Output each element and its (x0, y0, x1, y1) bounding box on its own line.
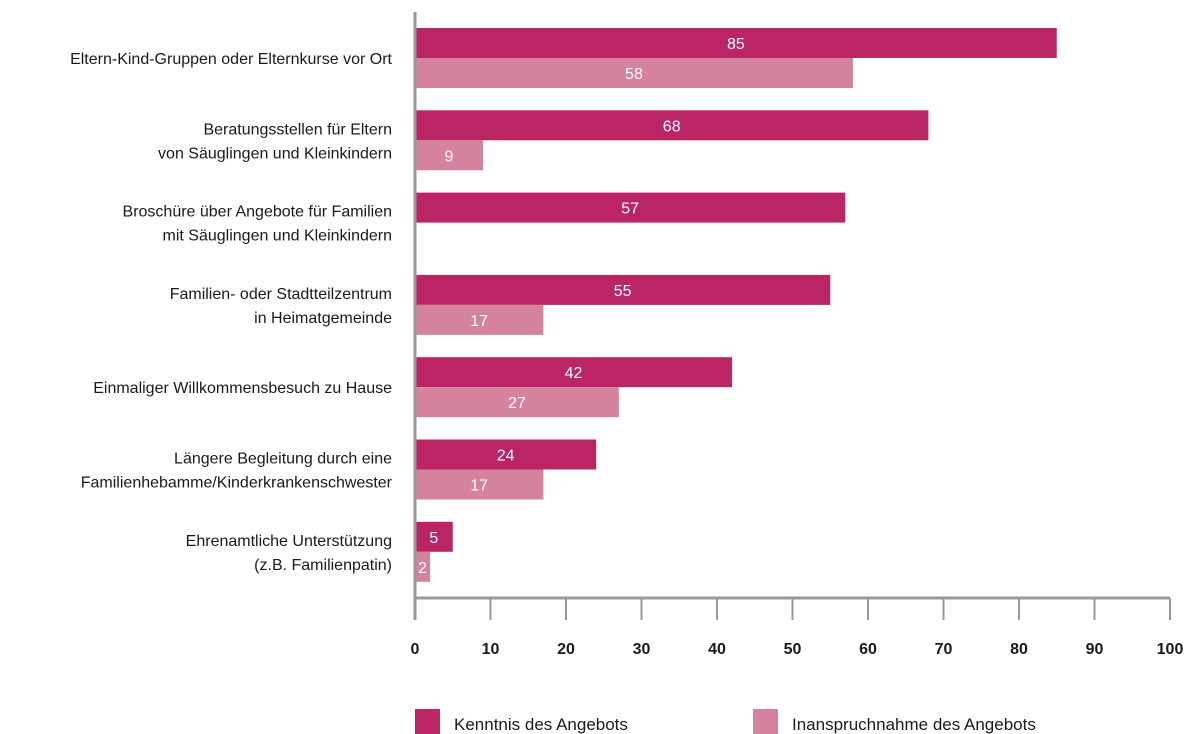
x-tick-label: 50 (784, 641, 802, 658)
x-tick-label: 100 (1157, 641, 1184, 658)
legend-swatch (415, 709, 440, 734)
legend-label: Inanspruchnahme des Angebots (792, 715, 1036, 734)
bar-inanspruchnahme (415, 469, 544, 500)
category-label: (z.B. Familienpatin) (254, 557, 392, 574)
legend: Kenntnis des Angebots Inanspruchnahme des… (415, 709, 1036, 734)
bar-inanspruchnahme (415, 304, 544, 335)
x-tick-label: 80 (1010, 641, 1028, 658)
data-label: 55 (614, 283, 632, 300)
x-tick-label: 20 (557, 641, 575, 658)
category-label: Eltern-Kind-Gruppen oder Elternkurse vor… (70, 51, 392, 68)
data-label: 2 (418, 560, 427, 577)
bar-kenntnis (415, 521, 453, 552)
category-labels: Eltern-Kind-Gruppen oder Elternkurse vor… (70, 51, 393, 574)
bar-kenntnis (415, 110, 929, 141)
category-label: Einmaliger Willkommensbesuch zu Hause (93, 380, 392, 397)
bar-inanspruchnahme (415, 387, 619, 418)
data-label: 42 (565, 365, 583, 382)
category-label: Broschüre über Angebote für Familien (123, 204, 392, 221)
category-label: Familienhebamme/Kinderkrankenschwester (81, 475, 393, 492)
bar-kenntnis (415, 439, 597, 470)
category-label: Familien- oder Stadtteilzentrum (170, 286, 392, 303)
bar-kenntnis (415, 192, 846, 223)
bar-kenntnis (415, 274, 831, 305)
data-label: 17 (470, 478, 488, 495)
data-label: 68 (663, 118, 681, 135)
x-tick-label: 30 (633, 641, 651, 658)
x-tick-label: 60 (859, 641, 877, 658)
category-label: Längere Begleitung durch eine (174, 451, 392, 468)
data-label: 9 (445, 148, 454, 165)
x-tick-label: 70 (935, 641, 953, 658)
legend-label: Kenntnis des Angebots (454, 715, 628, 734)
x-tick-label: 0 (411, 641, 420, 658)
bar-inanspruchnahme (415, 58, 853, 88)
x-tick-label: 10 (482, 641, 500, 658)
x-tick-label: 90 (1086, 641, 1104, 658)
bar-kenntnis (415, 357, 733, 388)
data-label: 27 (508, 395, 526, 412)
bar-inanspruchnahme (415, 140, 483, 171)
category-label: Ehrenamtliche Unterstützung (186, 533, 392, 550)
x-tick-label: 40 (708, 641, 726, 658)
bar-inanspruchnahme (415, 551, 431, 582)
legend-swatch (753, 709, 778, 734)
category-label: von Säuglingen und Kleinkindern (158, 145, 392, 162)
data-label: 85 (727, 36, 745, 53)
category-label: in Heimatgemeinde (254, 310, 392, 327)
data-label: 58 (625, 66, 643, 83)
data-label: 5 (429, 530, 438, 547)
bar-kenntnis (415, 28, 1057, 58)
category-label: mit Säuglingen und Kleinkindern (163, 228, 392, 245)
bars-layer: 85 58 68 9 57 55 17 42 27 24 17 52 (415, 28, 1057, 582)
category-label: Beratungsstellen für Eltern (203, 121, 392, 138)
data-label: 24 (497, 448, 515, 465)
data-label: 57 (621, 201, 639, 218)
data-label: 17 (470, 313, 488, 330)
x-axis-ticks: 0 10 20 30 40 50 60 70 80 90 100 (411, 598, 1184, 658)
